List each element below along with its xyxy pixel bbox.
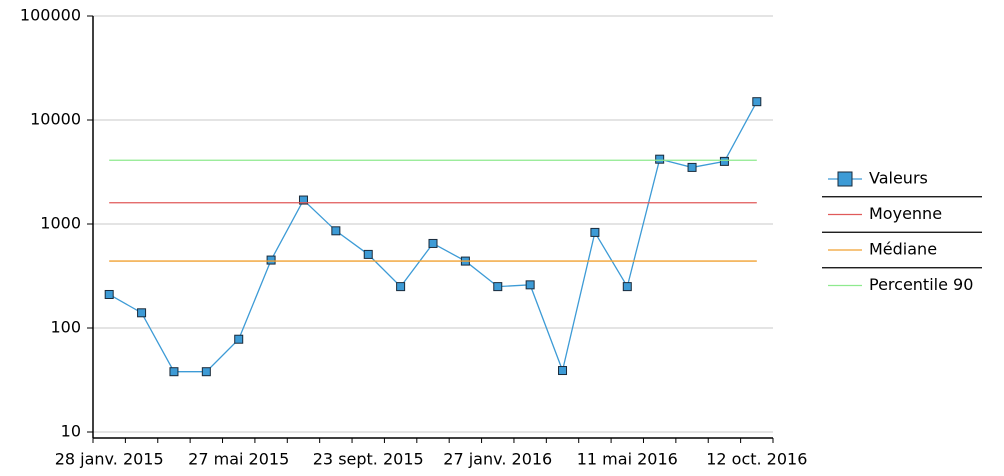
y-tick-label: 10000	[30, 110, 81, 129]
point	[201, 367, 211, 377]
point	[655, 154, 665, 164]
point	[590, 227, 600, 237]
legend-label: Percentile 90	[869, 275, 973, 294]
point	[622, 282, 632, 292]
x-tick-label: 11 mai 2016	[577, 450, 678, 469]
point	[298, 195, 308, 205]
point	[169, 367, 179, 377]
point	[752, 97, 762, 107]
legend-marker	[837, 171, 853, 187]
point	[104, 289, 114, 299]
point	[266, 255, 276, 265]
legend-label: Valeurs	[869, 169, 928, 188]
point	[493, 282, 503, 292]
legend-label: Médiane	[869, 240, 937, 259]
point	[137, 308, 147, 318]
y-tick-label: 100000	[20, 6, 81, 25]
series-line	[108, 101, 758, 373]
y-tick-label: 10	[61, 422, 81, 441]
point	[558, 366, 568, 376]
point	[525, 280, 535, 290]
x-tick-label: 27 janv. 2016	[443, 450, 552, 469]
point	[331, 226, 341, 236]
point	[396, 282, 406, 292]
point	[234, 334, 244, 344]
point	[428, 238, 438, 248]
legend-label: Moyenne	[869, 204, 942, 223]
point	[363, 249, 373, 259]
point	[719, 156, 729, 166]
x-tick-label: 28 janv. 2015	[55, 450, 164, 469]
x-tick-label: 12 oct. 2016	[706, 450, 807, 469]
x-tick-label: 27 mai 2015	[188, 450, 289, 469]
point	[687, 162, 697, 172]
x-tick-label: 23 sept. 2015	[313, 450, 424, 469]
y-tick-label: 100	[50, 318, 81, 337]
y-tick-label: 1000	[40, 214, 81, 233]
